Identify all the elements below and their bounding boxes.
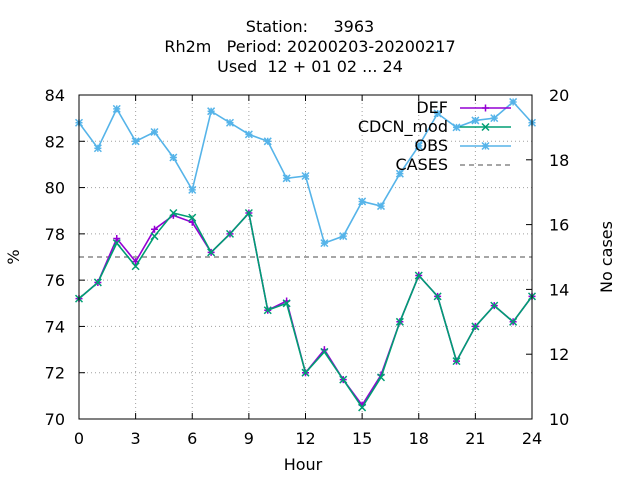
data-point [395,317,404,326]
data-point [452,123,461,132]
legend-marker [481,122,490,132]
data-point [320,347,329,356]
y-tick-label: 82 [45,132,65,151]
series-line [78,211,533,407]
axis-ticks: 0 3 6 9 12 15 18 21 24 70 72 74 76 78 80 82 84 10 12 14 16 18… [45,86,570,448]
y2-tick-label: 16 [549,216,569,235]
title-line-2: Rh2m Period: 20200203-20200217 [164,37,455,56]
data-point [433,109,442,118]
data-point [490,114,499,123]
x-tick-label: 24 [522,429,542,448]
y-tick-label: 70 [45,410,65,429]
x-tick-label: 6 [187,429,197,448]
data-point [471,322,480,331]
data-point [301,171,310,181]
series-1 [74,208,537,412]
x-tick-label: 15 [352,429,372,448]
data-point [131,137,140,146]
data-point [131,262,140,271]
data-point [282,299,291,308]
data-point [93,278,102,287]
data-point [244,208,253,218]
data-point [358,197,367,206]
legend-label: CASES [395,155,448,174]
y-tick-label: 78 [45,225,65,244]
x-tick-label: 0 [74,429,84,448]
data-point [376,202,386,211]
data-point [169,208,178,218]
data-point [339,375,348,384]
y-tick-label: 84 [45,86,65,105]
data-point [320,239,329,248]
data-point [225,229,235,238]
data-point [150,127,159,137]
data-point [263,137,272,146]
series-2 [74,97,537,248]
y2-tick-label: 14 [549,280,569,299]
data-point [395,169,404,178]
data-point [414,141,423,150]
data-point [188,185,197,194]
legend-label: CDCN_mod [358,117,448,137]
x-tick-label: 21 [465,429,485,448]
series-lines [74,97,537,412]
title-line-1: Station: 3963 [246,17,374,36]
data-point [339,232,348,241]
data-point [244,130,253,139]
data-point [188,213,197,222]
data-point [509,97,518,106]
y2-axis-label: No cases [597,221,616,293]
y2-tick-label: 12 [549,345,569,364]
y2-tick-label: 10 [549,410,569,429]
data-point [471,116,480,125]
data-point [225,118,235,127]
x-tick-label: 3 [131,429,141,448]
data-point [93,144,102,153]
data-point [282,174,291,183]
y2-tick-label: 18 [549,151,569,170]
data-point [452,357,461,366]
data-point [112,239,121,248]
data-point [414,271,423,280]
data-point [509,317,518,326]
data-point [151,225,158,233]
y-axis-label: % [4,249,23,264]
data-point [113,234,121,242]
data-point [207,107,216,116]
data-point [169,153,178,162]
data-point [490,301,499,310]
data-point [433,292,442,301]
legend-marker [481,141,490,151]
x-tick-label: 18 [409,429,429,448]
data-point [358,403,367,412]
legend-label: OBS [415,136,448,155]
data-point [207,248,216,257]
legend-marker [482,104,489,112]
data-point [150,232,159,241]
y-tick-label: 72 [45,364,65,383]
x-axis-label: Hour [284,455,323,474]
y-tick-label: 80 [45,179,65,198]
data-point [301,368,310,377]
x-tick-label: 12 [295,429,315,448]
chart-title: Station: 3963 Rh2m Period: 20200203-2020… [164,17,455,76]
x-tick-label: 9 [244,429,254,448]
legend-label: DEF [416,98,448,117]
y-tick-label: 76 [45,271,65,290]
y2-tick-label: 20 [549,86,569,105]
data-point [263,306,272,315]
data-point [376,373,386,382]
y-tick-label: 74 [45,317,65,336]
data-point [112,104,121,113]
title-line-3: Used 12 + 01 02 ... 24 [217,57,403,76]
